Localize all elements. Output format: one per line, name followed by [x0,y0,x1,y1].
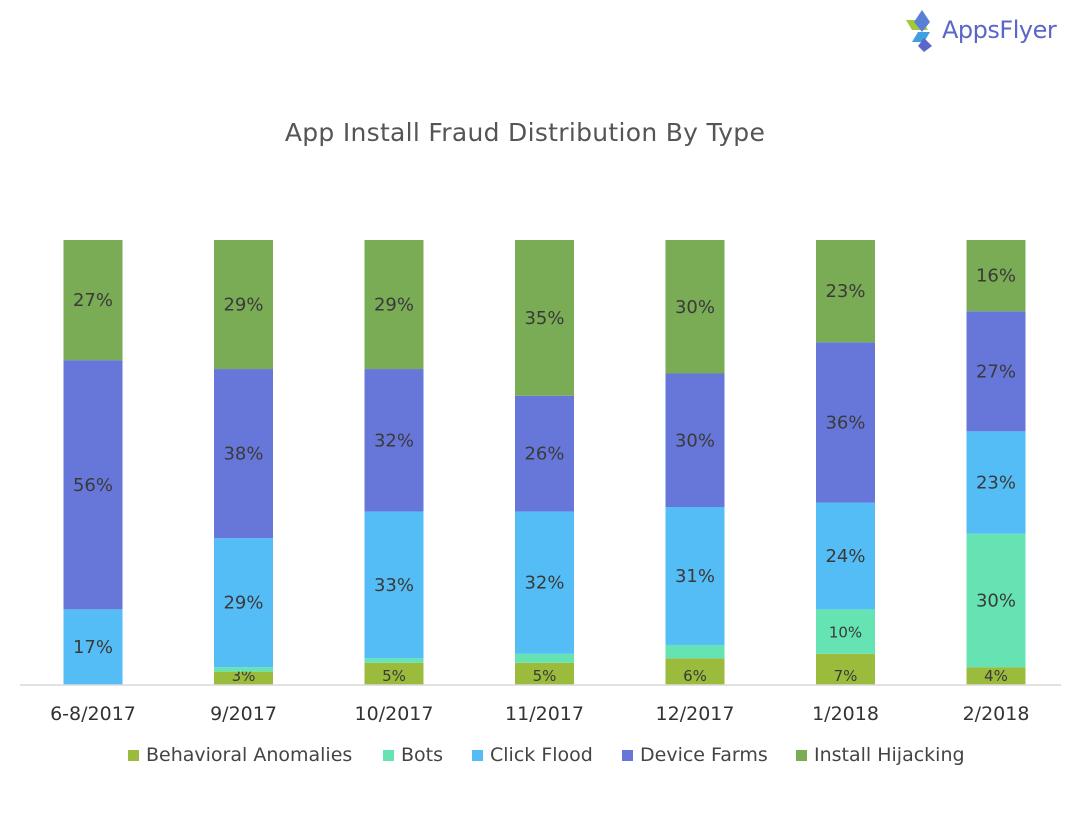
legend-item-behavioral-anomalies: Behavioral Anomalies [128,741,352,769]
bar-bots-10-2017 [364,658,424,663]
bar-click-flood-6-8-2017 [63,609,123,685]
data-label-behavioral-anomalies-2-2018: 4% [984,667,1008,685]
data-label-device-farms-6-8-2017: 56% [73,475,113,496]
data-label-install-hijacking-10-2017: 29% [374,295,414,316]
legend-item-install-hijacking: Install Hijacking [796,741,965,769]
bar-install-hijacking-12-2017 [665,240,725,374]
legend-swatch-behavioral-anomalies [128,749,139,761]
legend-item-bots: Bots [383,741,443,769]
legend-label-device-farms: Device Farms [640,744,768,766]
legend-label-bots: Bots [401,744,444,766]
bar-click-flood-12-2017 [665,507,725,645]
appsflyer-logo-text: AppsFlyer [942,16,1057,44]
data-label-click-flood-6-8-2017: 17% [73,637,113,658]
bar-click-flood-1-2018 [816,502,875,610]
bar-behavioral-anomalies-10-2017 [364,662,424,685]
legend-swatch-click-flood [472,749,483,761]
x-tick-label-10-2017: 10/2017 [355,703,434,725]
bar-device-farms-2-2018 [966,311,1026,432]
legend-label-click-flood: Click Flood [490,744,593,766]
stacked-bar-chart: 17%56%27%3%1%29%38%29%5%1%33%32%29%5%2%3… [20,240,1061,725]
bar-bots-12-2017 [665,644,725,659]
bar-click-flood-2-2018 [966,431,1026,534]
data-label-device-farms-10-2017: 32% [374,430,414,451]
legend-label-behavioral-anomalies: Behavioral Anomalies [146,744,353,766]
bar-behavioral-anomalies-9-2017 [214,671,273,685]
bar-install-hijacking-11-2017 [515,240,574,396]
bar-behavioral-anomalies-2-2018 [966,667,1026,685]
x-tick-label-9-2017: 9/2017 [210,703,277,725]
legend-swatch-bots [383,749,394,761]
legend-swatch-device-farms [622,749,633,761]
bar-device-farms-12-2017 [665,373,725,507]
appsflyer-logo: AppsFlyer [900,6,1068,58]
data-label-device-farms-9-2017: 38% [223,444,263,465]
bar-device-farms-9-2017 [214,369,273,539]
bar-bots-1-2018 [816,609,875,654]
x-tick-label-2-2018: 2/2018 [963,703,1030,725]
data-label-install-hijacking-2-2018: 16% [976,266,1016,287]
bar-install-hijacking-2-2018 [966,240,1026,312]
bar-device-farms-1-2018 [816,342,875,503]
data-label-click-flood-2-2018: 23% [976,473,1016,494]
data-label-bots-2-2018: 30% [976,590,1016,611]
bar-device-farms-10-2017 [364,369,424,512]
x-tick-label-6-8-2017: 6-8/2017 [50,703,136,725]
data-label-bots-1-2018: 10% [829,624,862,642]
bar-click-flood-9-2017 [214,538,273,668]
data-label-install-hijacking-12-2017: 30% [675,297,715,318]
data-label-device-farms-2-2018: 27% [976,361,1016,382]
data-label-device-farms-11-2017: 26% [524,444,564,465]
data-label-install-hijacking-9-2017: 29% [223,295,263,316]
bar-device-farms-11-2017 [515,395,574,512]
bar-behavioral-anomalies-12-2017 [665,658,725,685]
data-label-install-hijacking-11-2017: 35% [524,308,564,329]
data-label-click-flood-11-2017: 32% [524,573,564,594]
data-label-behavioral-anomalies-12-2017: 6% [683,667,707,685]
bar-click-flood-11-2017 [515,511,574,654]
appsflyer-logo-icon [906,10,932,52]
bar-bots-2-2018 [966,533,1026,668]
data-label-click-flood-12-2017: 31% [675,566,715,587]
bar-install-hijacking-10-2017 [364,240,424,370]
data-label-device-farms-12-2017: 30% [675,430,715,451]
bar-install-hijacking-9-2017 [214,240,273,370]
bar-install-hijacking-1-2018 [816,240,875,343]
legend-item-device-farms: Device Farms [622,741,768,769]
data-label-behavioral-anomalies-11-2017: 5% [533,667,557,685]
bar-behavioral-anomalies-11-2017 [515,662,574,685]
data-label-behavioral-anomalies-10-2017: 5% [382,667,406,685]
data-label-behavioral-anomalies-1-2018: 7% [834,667,858,685]
legend-item-click-flood: Click Flood [472,741,593,769]
chart-legend: Behavioral Anomalies Bots Click Flood Devic… [0,741,1071,769]
x-tick-label-11-2017: 11/2017 [505,703,584,725]
data-label-install-hijacking-1-2018: 23% [825,281,865,302]
bar-device-farms-6-8-2017 [63,360,123,610]
data-label-install-hijacking-6-8-2017: 27% [73,290,113,311]
bar-bots-11-2017 [515,653,574,663]
x-tick-label-12-2017: 12/2017 [656,703,735,725]
bar-click-flood-10-2017 [364,511,424,659]
data-label-click-flood-1-2018: 24% [825,546,865,567]
chart-title: App Install Fraud Distribution By Type [284,118,766,147]
data-label-click-flood-10-2017: 33% [374,575,414,596]
bar-behavioral-anomalies-1-2018 [816,653,875,685]
legend-label-install-hijacking: Install Hijacking [814,744,965,766]
x-tick-label-1-2018: 1/2018 [812,703,879,725]
bar-bots-9-2017 [214,667,273,672]
data-label-device-farms-1-2018: 36% [825,412,865,433]
data-label-click-flood-9-2017: 29% [223,593,263,614]
bar-install-hijacking-6-8-2017 [63,240,123,361]
legend-swatch-install-hijacking [796,749,807,761]
